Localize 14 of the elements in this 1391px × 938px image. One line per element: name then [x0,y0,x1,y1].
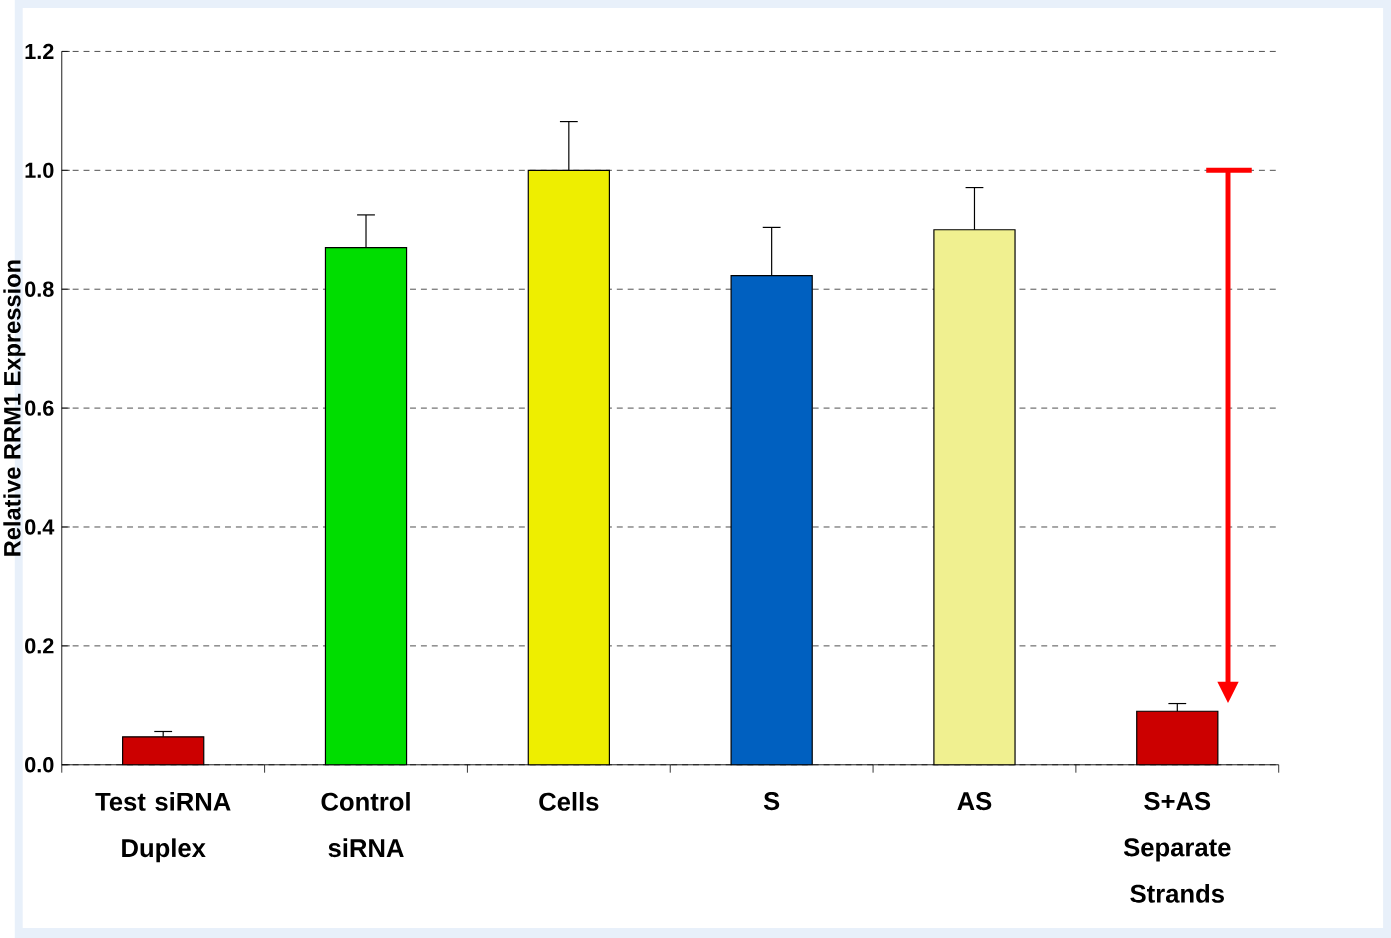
y-tick-label: 0.0 [25,757,54,773]
y-tick-label: 0.6 [25,400,54,416]
x-tick-label: S [763,792,780,811]
y-tick-label: 0.2 [25,638,54,654]
y-tick-label: 0.8 [25,281,54,297]
y-tick-label: 1.2 [25,43,54,60]
y-axis-title: Relative RRM1 Expression [3,260,26,556]
x-tick-label: AS [957,792,992,811]
x-tick-label: Cells [539,792,599,811]
x-tick-label: Control siRNA [321,792,410,858]
x-tick-label: S+AS Separate Strands [1123,792,1231,903]
y-tick-label: 0.4 [25,519,55,535]
x-tick-label: Test siRNA Duplex [95,792,231,863]
y-tick-label: 1.0 [25,162,54,179]
